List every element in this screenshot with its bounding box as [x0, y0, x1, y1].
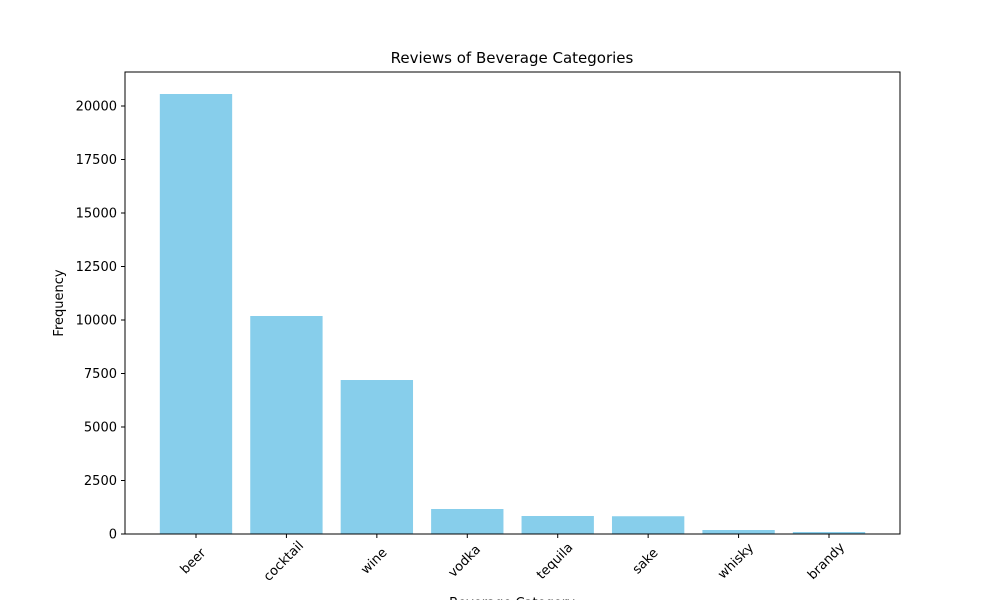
x-axis-label: Beverage Category [449, 596, 575, 600]
x-tick-label: sake [630, 546, 662, 578]
y-tick-label: 10000 [76, 314, 117, 329]
x-tick-label: wine [358, 545, 390, 577]
bar [431, 509, 504, 534]
bar [702, 529, 775, 534]
x-tick-label: vodka [446, 542, 484, 580]
x-tick-label: beer [178, 545, 210, 577]
chart-title: Reviews of Beverage Categories [391, 49, 634, 67]
bar [521, 516, 594, 534]
plot-frame [124, 71, 901, 535]
y-tick-label: 0 [109, 528, 117, 543]
y-tick-label: 17500 [76, 153, 117, 168]
x-tick-label: cocktail [261, 539, 307, 585]
y-tick-label: 5000 [84, 421, 117, 436]
y-axis-label: Frequency [52, 269, 67, 336]
bar [792, 532, 866, 534]
x-tick-label: whisky [715, 540, 757, 582]
bar [250, 316, 323, 534]
x-tick-label: tequila [534, 540, 576, 582]
y-tick-label: 15000 [76, 207, 117, 222]
bar [340, 380, 414, 534]
y-tick-label: 2500 [84, 474, 117, 489]
y-tick-label: 7500 [84, 367, 117, 382]
bar [159, 93, 233, 535]
x-tick-label: brandy [805, 540, 848, 583]
y-tick-label: 20000 [76, 100, 117, 115]
bar [611, 516, 685, 534]
y-tick-label: 12500 [76, 260, 117, 275]
